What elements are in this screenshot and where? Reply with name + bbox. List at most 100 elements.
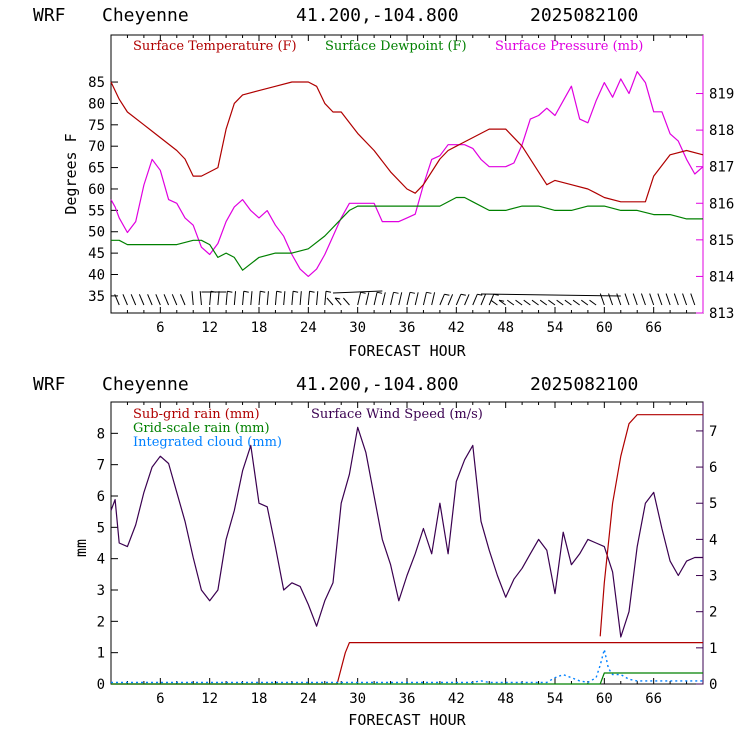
wind-barb <box>122 294 128 306</box>
top-y-axis-left: 35 40 45 50 55 60 65 70 75 80 85 <box>88 75 118 305</box>
bot-x-tick-label: 66 <box>645 691 662 707</box>
wind-barb <box>431 292 436 306</box>
wind-barb <box>199 291 202 306</box>
wind-barb <box>616 293 622 306</box>
wind-barb <box>589 299 597 306</box>
top-x-tick-label: 48 <box>497 320 514 336</box>
wind-barb-flag <box>243 290 249 293</box>
wind-barb <box>657 293 663 306</box>
bot-y-tick-label-right: 5 <box>709 496 717 512</box>
wind-barb-flag <box>276 290 282 293</box>
gridscale-rain-line <box>111 672 703 685</box>
wind-barb <box>381 292 386 306</box>
wind-barb <box>283 291 286 306</box>
top-y-tick-label-left: 35 <box>88 289 105 305</box>
wind-barb <box>447 294 454 306</box>
top-chart-header: WRF Cheyenne 41.200,-104.800 2025082100 <box>33 5 638 26</box>
wind-barb <box>326 297 334 306</box>
wind-barb <box>414 292 419 306</box>
top-x-tick-label: 42 <box>448 320 465 336</box>
top-x-tick-label: 6 <box>156 320 164 336</box>
top-chart-legend: Surface Temperature (F) Surface Dewpoint… <box>133 39 643 54</box>
bot-x-tick-label: 60 <box>596 691 613 707</box>
wind-barb <box>640 293 646 306</box>
wind-barb <box>564 299 572 306</box>
top-y-tick-label-left: 40 <box>88 268 105 284</box>
wind-barb <box>274 291 278 306</box>
top-y-tick-label-left: 80 <box>88 96 105 112</box>
top-y-tick-label-right: 817 <box>709 160 734 176</box>
top-station-label: Cheyenne <box>102 5 189 26</box>
wind-barb <box>581 299 589 306</box>
top-x-axis-title: FORECAST HOUR <box>348 342 466 360</box>
top-coords-label: 41.200,-104.800 <box>296 5 459 26</box>
bottom-chart-legend: Sub-grid rain (mm) Surface Wind Speed (m… <box>133 407 483 450</box>
wind-barb <box>548 299 556 306</box>
wind-barb-flag <box>477 293 483 296</box>
bot-y-tick-label-left: 7 <box>97 458 105 474</box>
top-x-tick-label: 18 <box>251 320 268 336</box>
top-x-tick-label: 36 <box>399 320 416 336</box>
bot-y-tick-label-right: 2 <box>709 605 717 621</box>
top-y-tick-label-left: 45 <box>88 246 105 262</box>
wind-barb <box>343 297 350 306</box>
wind-barb <box>114 294 120 306</box>
wind-barb <box>472 294 478 306</box>
wind-barb <box>209 291 212 306</box>
bot-y-tick-label-right: 1 <box>709 641 717 657</box>
top-x-tick-label: 12 <box>201 320 218 336</box>
wind-barb <box>531 299 539 306</box>
bot-y-tick-label-left: 5 <box>97 520 105 536</box>
wind-barb <box>225 291 228 306</box>
top-x-tick-label: 66 <box>645 320 662 336</box>
wind-barb <box>334 297 342 306</box>
top-y-tick-label-left: 65 <box>88 161 105 177</box>
top-y-tick-label-left: 50 <box>88 225 105 241</box>
wind-barb <box>398 292 403 306</box>
top-y-axis-title: Degrees F <box>62 133 80 214</box>
top-x-axis: 6 12 18 24 30 36 42 48 54 60 66 <box>126 35 688 336</box>
wind-barb-flag <box>309 290 315 293</box>
wind-barb <box>191 291 194 306</box>
top-y-tick-label-left: 75 <box>88 118 105 134</box>
wind-barb <box>556 299 564 306</box>
wind-barb <box>632 293 638 306</box>
bottom-chart-header: WRF Cheyenne 41.200,-104.800 2025082100 <box>33 374 638 395</box>
wind-barb <box>439 294 445 306</box>
wind-barb <box>155 294 161 306</box>
wind-barb <box>266 291 269 306</box>
top-y-tick-label-left: 70 <box>88 139 105 155</box>
bot-y-tick-label-right: 0 <box>709 677 717 693</box>
wind-barb <box>357 292 362 306</box>
legend-surface-pressure: Surface Pressure (mb) <box>495 39 643 54</box>
bottom-series-lines <box>110 414 703 685</box>
bot-x-tick-label: 18 <box>251 691 268 707</box>
wind-barb <box>373 292 378 306</box>
bottom-x-axis: 6 12 18 24 30 36 42 48 54 60 66 <box>126 402 688 707</box>
wind-barb-shaft <box>480 293 621 297</box>
bot-y-tick-label-left: 2 <box>97 614 105 630</box>
top-y-tick-label-right: 818 <box>709 123 734 139</box>
top-x-tick-label: 60 <box>596 320 613 336</box>
bottom-coords-label: 41.200,-104.800 <box>296 374 459 395</box>
wind-barb-flag <box>393 291 399 294</box>
wind-barb <box>390 292 395 306</box>
bot-y-tick-label-right: 4 <box>709 532 717 548</box>
wind-barb <box>250 291 253 306</box>
wind-barb <box>406 292 411 306</box>
surface-pressure-line <box>110 70 704 277</box>
top-x-tick-label: 54 <box>547 320 564 336</box>
bot-x-tick-label: 48 <box>497 691 514 707</box>
bot-y-tick-label-right: 6 <box>709 460 717 476</box>
wind-barb-flag <box>498 299 505 302</box>
legend-surface-dewpoint: Surface Dewpoint (F) <box>325 39 467 54</box>
legend-gridscale-rain: Grid-scale rain (mm) <box>133 421 270 436</box>
wind-barb <box>488 294 495 306</box>
wind-barb <box>307 291 311 306</box>
bot-x-tick-label: 42 <box>448 691 465 707</box>
wind-barb <box>242 291 245 306</box>
surface-temperature-line <box>110 81 704 203</box>
wind-barb-flag <box>460 293 466 296</box>
bot-y-tick-label-left: 3 <box>97 583 105 599</box>
